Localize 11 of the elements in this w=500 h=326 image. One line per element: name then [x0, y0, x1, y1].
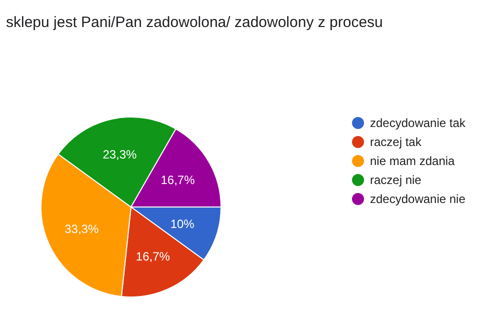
legend-label: zdecydowanie nie	[370, 192, 466, 206]
data-label: 16,7%	[136, 250, 170, 264]
data-label: 23,3%	[102, 147, 138, 162]
legend-label: raczej tak	[370, 135, 422, 150]
data-label: 16,7%	[160, 173, 196, 188]
legend-label: nie mam zdania	[370, 154, 456, 168]
data-label: 33,3%	[64, 222, 99, 236]
legend-label: zdecydowanie tak	[370, 116, 466, 130]
legend-label: raczej nie	[370, 173, 422, 188]
chart-title: sklepu jest Pani/Pan zadowolona/ zadowolony z procesu	[6, 14, 383, 31]
data-label: 10%	[170, 216, 195, 231]
